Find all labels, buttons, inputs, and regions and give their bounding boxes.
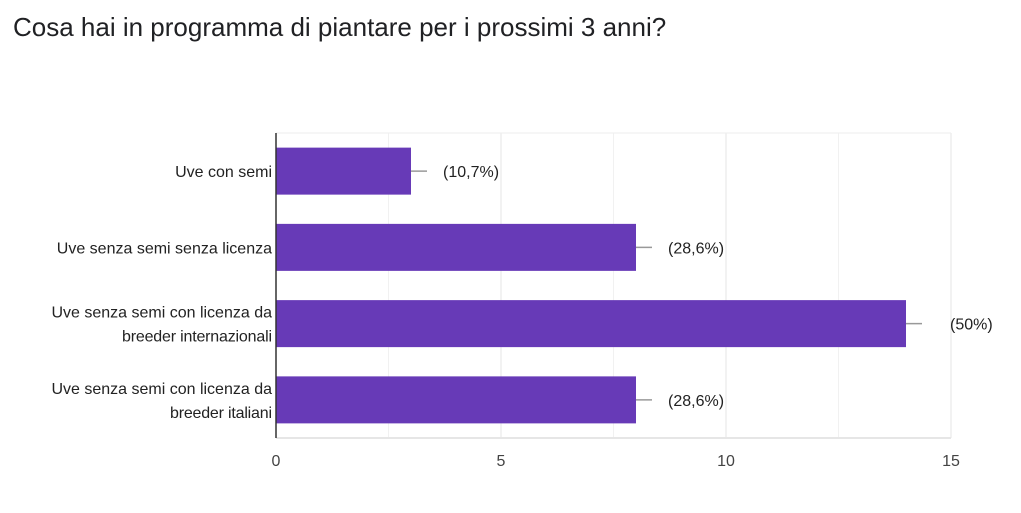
data-label: (10,7%) (443, 164, 499, 181)
category-label: Uve senza semi con licenza da (51, 305, 272, 322)
bar (276, 300, 906, 348)
x-tick-label: 15 (942, 453, 960, 470)
data-label: (28,6%) (668, 393, 724, 410)
x-tick-label: 0 (272, 453, 281, 470)
chart-title: Cosa hai in programma di piantare per i … (13, 12, 667, 42)
bar (276, 376, 636, 424)
category-label: breeder internazionali (122, 329, 272, 346)
x-tick-label: 10 (717, 453, 735, 470)
bar (276, 147, 411, 195)
bar (276, 223, 636, 271)
category-label: breeder italiani (170, 405, 272, 422)
category-label: Uve senza semi senza licenza (57, 240, 272, 257)
data-label: (50%) (950, 317, 993, 334)
data-label: (28,6%) (668, 240, 724, 257)
category-label: Uve con semi (175, 164, 272, 181)
x-tick-label: 5 (497, 453, 506, 470)
category-label: Uve senza semi con licenza da (51, 381, 272, 398)
